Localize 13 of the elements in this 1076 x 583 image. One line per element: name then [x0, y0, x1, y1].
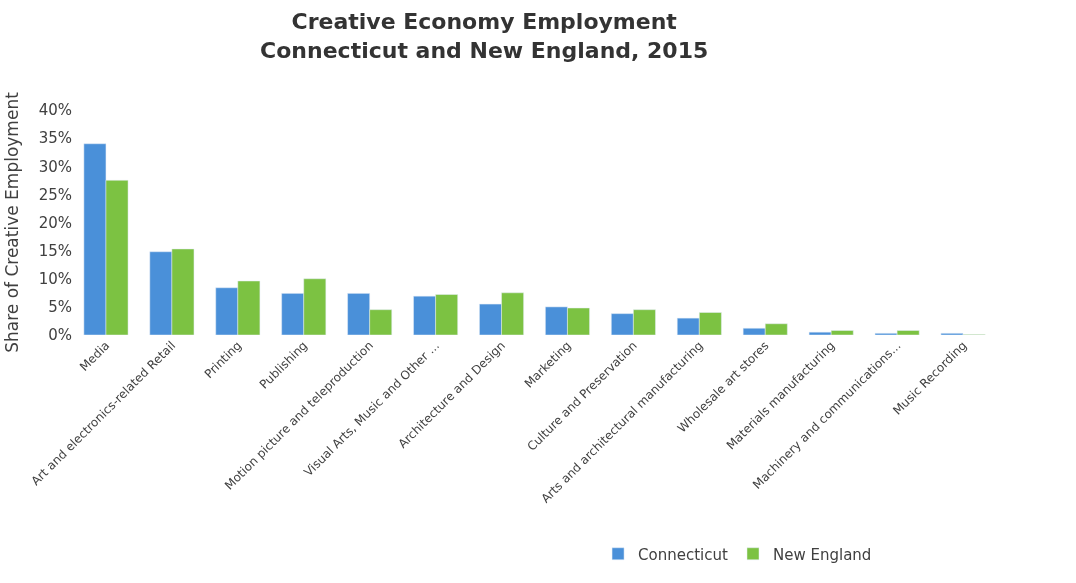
- legend-label: Connecticut: [638, 545, 728, 564]
- y-tick-label: 10%: [38, 270, 72, 288]
- y-tick-label: 20%: [38, 213, 72, 232]
- y-tick-label: 40%: [38, 101, 72, 120]
- legend-label: New England: [773, 545, 872, 564]
- chart-title: Creative Economy Employment Connecticut and New England, 2015: [260, 9, 709, 63]
- y-tick-label: 25%: [38, 185, 72, 204]
- y-axis-title: Share of Creative Employment: [2, 91, 23, 353]
- y-tick-label: 0%: [48, 326, 72, 345]
- y-tick-label: 35%: [38, 129, 72, 148]
- y-tick-label: 15%: [38, 241, 72, 260]
- y-tick-label: 5%: [48, 298, 72, 317]
- y-tick-label: 30%: [38, 157, 72, 176]
